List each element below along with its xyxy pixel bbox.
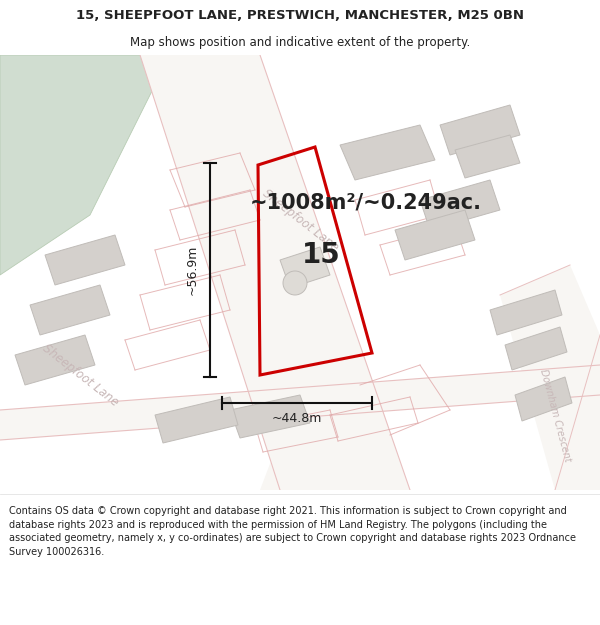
Polygon shape [395,210,475,260]
Polygon shape [45,235,125,285]
Polygon shape [30,285,110,335]
Polygon shape [500,265,600,490]
Text: ~1008m²/~0.249ac.: ~1008m²/~0.249ac. [250,193,482,213]
Polygon shape [490,290,562,335]
Text: 15, SHEEPFOOT LANE, PRESTWICH, MANCHESTER, M25 0BN: 15, SHEEPFOOT LANE, PRESTWICH, MANCHESTE… [76,9,524,22]
Text: ~44.8m: ~44.8m [272,412,322,426]
Circle shape [283,271,307,295]
Text: Downham Crescent: Downham Crescent [538,368,572,462]
Polygon shape [280,247,330,288]
Polygon shape [455,135,520,178]
Polygon shape [230,395,310,438]
Text: Map shows position and indicative extent of the property.: Map shows position and indicative extent… [130,36,470,49]
Polygon shape [155,397,238,443]
Text: Sheepfoot Lane: Sheepfoot Lane [260,186,340,254]
Text: Sheepfoot Lane: Sheepfoot Lane [40,341,121,409]
Polygon shape [440,105,520,155]
Polygon shape [515,377,572,421]
Polygon shape [15,335,95,385]
Polygon shape [0,55,170,275]
Text: 15: 15 [302,241,341,269]
Polygon shape [420,180,500,230]
Polygon shape [0,365,600,440]
Polygon shape [140,55,410,490]
Text: ~56.9m: ~56.9m [185,245,199,295]
Polygon shape [505,327,567,370]
Polygon shape [340,125,435,180]
Polygon shape [260,385,380,490]
Text: Contains OS data © Crown copyright and database right 2021. This information is : Contains OS data © Crown copyright and d… [9,506,576,557]
